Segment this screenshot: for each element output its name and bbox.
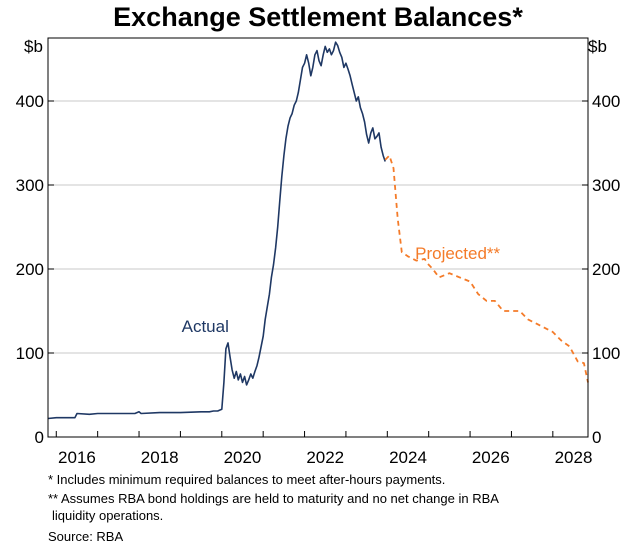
axes-layer xyxy=(47,37,589,438)
footnote-2: ** Assumes RBA bond holdings are held to… xyxy=(48,491,499,506)
y-tick-label-left: 100 xyxy=(16,344,44,363)
x-tick-label: 2018 xyxy=(141,448,179,467)
x-tick-label: 2028 xyxy=(555,448,593,467)
y-tick-label-right: 400 xyxy=(592,92,620,111)
y-tick-label-right: 300 xyxy=(592,176,620,195)
y-tick-label-right: 0 xyxy=(592,428,601,447)
x-tick-label: 2022 xyxy=(306,448,344,467)
chart-svg: 0 0 100 100 200 200 300 300 400 400 2016 2018 2020 20… xyxy=(16,37,621,467)
annotation-projected: Projected** xyxy=(415,244,500,263)
y-tick-label-left: 200 xyxy=(16,260,44,279)
series-layer xyxy=(47,41,589,420)
source-note: Source: RBA xyxy=(48,529,124,544)
y-unit-right: $b xyxy=(588,37,607,56)
x-tick-label: 2016 xyxy=(58,448,96,467)
footnote-2-continued: liquidity operations. xyxy=(52,508,164,523)
y-tick-label-left: 300 xyxy=(16,176,44,195)
annotation-actual: Actual xyxy=(182,317,229,336)
x-tick-label: 2024 xyxy=(389,448,427,467)
plot-frame xyxy=(47,37,589,438)
series-line-projected xyxy=(384,154,589,383)
series-line-actual xyxy=(47,41,386,420)
y-tick-label-left: 0 xyxy=(35,428,44,447)
y-unit-left: $b xyxy=(24,37,43,56)
y-tick-label-right: 100 xyxy=(592,344,620,363)
y-tick-label-left: 400 xyxy=(16,92,44,111)
y-tick-label-right: 200 xyxy=(592,260,620,279)
tick-labels: 0 0 100 100 200 200 300 300 400 400 2016 2018 2020 20… xyxy=(16,92,621,467)
annotations: Actual Projected** xyxy=(182,244,501,336)
footnote-1: * Includes minimum required balances to … xyxy=(48,472,446,487)
x-tick-label: 2020 xyxy=(224,448,262,467)
chart-title: Exchange Settlement Balances* xyxy=(113,2,523,32)
x-tick-label: 2026 xyxy=(472,448,510,467)
gridlines xyxy=(48,100,588,354)
